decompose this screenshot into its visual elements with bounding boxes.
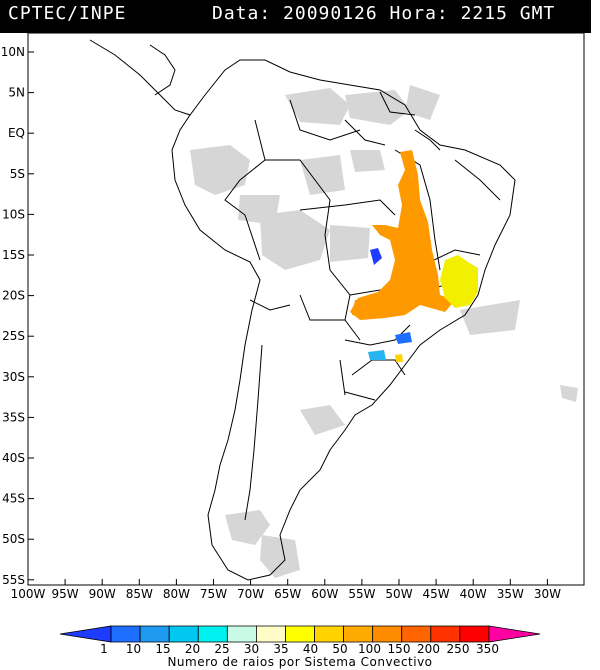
lat-label: 25S: [2, 329, 25, 343]
source-label: CPTEC/INPE: [8, 3, 127, 24]
colorbar-segments: [59, 625, 541, 643]
colorbar-segment: [488, 625, 541, 643]
lon-label: 90W: [89, 587, 116, 601]
colorbar-tick-label: 25: [214, 642, 229, 656]
lat-label: 5N: [8, 86, 25, 100]
colorbar-segment: [459, 625, 490, 643]
lat-label: 10N: [1, 45, 25, 59]
cloud-layer: [190, 85, 578, 578]
lon-label: 55W: [348, 587, 375, 601]
lat-label: EQ: [8, 126, 25, 140]
colorbar-tick-label: 200: [417, 642, 440, 656]
lightning-yellow: [440, 255, 478, 308]
lon-label: 30W: [534, 587, 561, 601]
colorbar-tick-label: 30: [244, 642, 259, 656]
colorbar-tick-label: 1: [100, 642, 108, 656]
colorbar-segment: [139, 625, 170, 643]
lon-label: 75W: [200, 587, 227, 601]
colorbar: 1 10 15 20 25 30 35 40 50 100 150 200 250 350: [59, 625, 541, 656]
colorbar-segment: [168, 625, 199, 643]
colorbar-tick-label: 350: [476, 642, 499, 656]
lat-label: 30S: [2, 370, 25, 384]
lat-labels: 10N 5N EQ 5S 10S 15S 20S 25S 30S 35S 40S 45S 50S 55S: [1, 45, 34, 587]
colorbar-tick-label: 20: [185, 642, 200, 656]
colorbar-segment: [430, 625, 461, 643]
colorbar-segment: [372, 625, 403, 643]
colorbar-segment: [314, 625, 345, 643]
map: 10N5NEQ5S10S15S20S25S30S35S40S45S50S55S …: [1, 32, 585, 601]
colorbar-title: Numero de raios por Sistema Convectivo: [167, 655, 433, 669]
coastlines: [89, 39, 516, 581]
lon-label: 35W: [497, 587, 524, 601]
lon-label: 40W: [460, 587, 487, 601]
lightning-blue: [368, 248, 412, 362]
colorbar-segment: [110, 625, 141, 643]
lat-label: 20S: [2, 289, 25, 303]
lon-label: 100W: [11, 587, 46, 601]
lat-label: 10S: [2, 207, 25, 221]
lat-label: 40S: [2, 451, 25, 465]
colorbar-tick-label: 15: [155, 642, 170, 656]
colorbar-tick-label: 150: [388, 642, 411, 656]
lon-label: 45W: [423, 587, 450, 601]
lon-label: 70W: [237, 587, 264, 601]
lon-labels: 100W 95W 90W 85W 80W 75W 70W 65W 60W 55W 50W 45W 40W…: [11, 579, 561, 601]
lon-label: 80W: [163, 587, 190, 601]
colorbar-tick-label: 35: [273, 642, 288, 656]
lon-label: 50W: [385, 587, 412, 601]
colorbar-ticks: 1 10 15 20 25 30 35 40 50 100 150 200 250 350: [100, 642, 499, 656]
colorbar-segment: [197, 625, 228, 643]
lat-label: 50S: [2, 532, 25, 546]
lightning-orange: [350, 150, 455, 320]
colorbar-segment: [401, 625, 432, 643]
colorbar-tick-label: 50: [332, 642, 347, 656]
colorbar-tick-label: 10: [126, 642, 141, 656]
lat-label: 15S: [2, 248, 25, 262]
colorbar-tick-label: 250: [447, 642, 470, 656]
colorbar-segment: [343, 625, 374, 643]
colorbar-segment: [226, 625, 257, 643]
colorbar-tick-label: 100: [358, 642, 381, 656]
lon-label: 85W: [126, 587, 153, 601]
lat-label: 55S: [2, 573, 25, 587]
colorbar-segment: [255, 625, 286, 643]
colorbar-tick-label: 40: [303, 642, 318, 656]
datetime-label: Data: 20090126 Hora: 2215 GMT: [212, 3, 556, 24]
title-bar: CPTEC/INPE Data: 20090126 Hora: 2215 GMT: [0, 0, 591, 33]
colorbar-segment: [285, 625, 315, 643]
lon-label: 60W: [311, 587, 338, 601]
colorbar-segment: [59, 625, 112, 643]
lon-label: 65W: [274, 587, 301, 601]
lat-label: 5S: [10, 167, 25, 181]
lon-label: 95W: [52, 587, 79, 601]
lat-label: 45S: [2, 492, 25, 506]
lat-label: 35S: [2, 410, 25, 424]
